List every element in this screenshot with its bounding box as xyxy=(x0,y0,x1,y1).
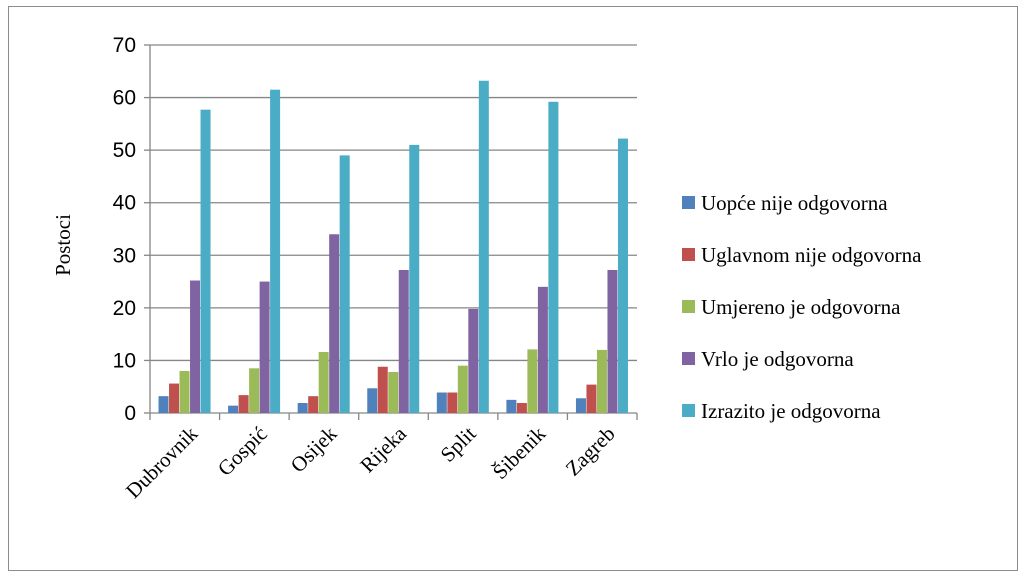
bar xyxy=(238,395,249,413)
bar xyxy=(516,403,527,413)
bar xyxy=(409,144,420,413)
legend-swatch xyxy=(682,300,695,313)
chart-frame xyxy=(8,6,1018,571)
x-tick-label: Rijeka xyxy=(355,421,411,477)
legend-label: Uglavnom nije odgovorna xyxy=(701,243,922,267)
x-tick-label: Gospić xyxy=(213,422,272,481)
x-tick-label: Osijek xyxy=(286,421,342,477)
bar xyxy=(468,308,479,413)
bar xyxy=(297,403,308,413)
bar xyxy=(596,349,607,413)
x-tick-label: Split xyxy=(436,421,481,466)
y-tick-label: 70 xyxy=(113,34,136,57)
x-axis-labels: Dubrovnik Gospić Osijek Rijeka Split Šibenik Z… xyxy=(121,421,620,503)
bar xyxy=(339,155,350,413)
x-tick-label: Šibenik xyxy=(488,421,551,484)
bar xyxy=(586,384,597,413)
axes xyxy=(149,45,638,420)
bar xyxy=(270,89,281,413)
x-tick-label: Dubrovnik xyxy=(121,421,203,503)
legend-label: Uopće nije odgovorna xyxy=(701,191,888,215)
gridlines xyxy=(150,44,637,362)
bar xyxy=(228,405,239,413)
bar xyxy=(318,352,329,413)
legend-swatch xyxy=(682,248,695,261)
legend-swatch xyxy=(682,352,695,365)
bar xyxy=(367,388,378,413)
bar xyxy=(436,392,447,413)
bar xyxy=(398,270,409,413)
bar xyxy=(537,286,548,413)
legend-swatch xyxy=(682,196,695,209)
bar xyxy=(249,368,260,413)
y-tick-label: 0 xyxy=(124,402,136,425)
bar xyxy=(548,101,559,413)
y-tick-label: 50 xyxy=(113,139,136,162)
y-tick-label: 40 xyxy=(113,192,136,215)
bar xyxy=(308,396,319,413)
y-axis-label: Postoci xyxy=(51,214,75,276)
bar xyxy=(506,399,517,413)
y-tick-label: 60 xyxy=(113,87,136,110)
bar xyxy=(457,365,468,413)
bar xyxy=(259,281,270,413)
legend-swatch xyxy=(682,404,695,417)
bar xyxy=(607,270,618,413)
bars xyxy=(158,80,628,414)
bar xyxy=(158,396,169,413)
legend-label: Umjereno je odgovorna xyxy=(701,295,901,319)
y-tick-label: 20 xyxy=(113,297,136,320)
bar xyxy=(200,109,211,414)
legend: Uopće nije odgovorna Uglavnom nije odgovo… xyxy=(682,191,922,423)
bar xyxy=(179,370,190,413)
bar xyxy=(377,366,388,413)
y-axis-ticks: 0 10 20 30 40 50 60 70 xyxy=(113,34,150,425)
bar xyxy=(388,371,399,413)
legend-label: Vrlo je odgovorna xyxy=(701,347,854,371)
bar xyxy=(190,280,201,413)
bar xyxy=(329,234,340,413)
bar xyxy=(527,349,538,413)
bar xyxy=(169,383,180,413)
bar xyxy=(575,398,586,413)
bar xyxy=(478,80,489,414)
x-tick-label: Zagreb xyxy=(561,422,620,481)
y-tick-label: 10 xyxy=(113,349,136,372)
legend-label: Izrazito je odgovorna xyxy=(701,399,881,423)
y-tick-label: 30 xyxy=(113,244,136,267)
bar xyxy=(447,392,458,413)
bar xyxy=(617,138,628,413)
